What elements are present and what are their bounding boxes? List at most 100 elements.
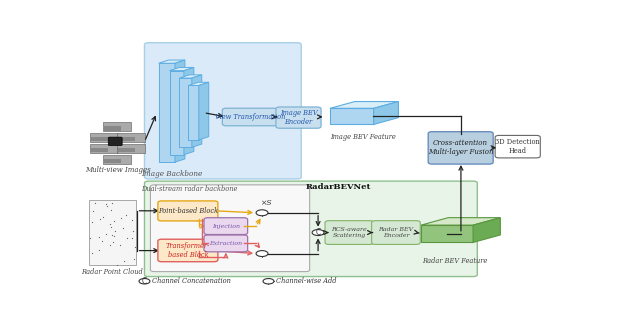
Text: Cross-attention
Multi-layer Fusion: Cross-attention Multi-layer Fusion [428, 139, 493, 157]
Polygon shape [175, 60, 185, 162]
Text: View Transformation: View Transformation [214, 113, 285, 121]
FancyBboxPatch shape [108, 137, 122, 145]
Polygon shape [374, 101, 399, 125]
Polygon shape [179, 75, 202, 78]
Text: RadarBEVNet: RadarBEVNet [305, 183, 371, 191]
Point [97, 214, 108, 220]
Point [119, 259, 129, 264]
Point [116, 216, 126, 221]
Point [85, 235, 95, 240]
FancyBboxPatch shape [325, 221, 374, 244]
Polygon shape [184, 67, 194, 155]
Text: Dual-stream radar backbone: Dual-stream radar backbone [141, 185, 237, 193]
Circle shape [256, 251, 268, 256]
Circle shape [263, 279, 274, 284]
Point [87, 250, 97, 256]
Point [107, 200, 117, 205]
FancyBboxPatch shape [276, 107, 321, 128]
Polygon shape [159, 60, 185, 63]
Circle shape [312, 230, 324, 236]
FancyBboxPatch shape [222, 108, 277, 126]
Point [115, 242, 125, 247]
Polygon shape [170, 67, 194, 71]
Polygon shape [188, 85, 199, 140]
FancyBboxPatch shape [145, 181, 477, 277]
Point [102, 204, 112, 209]
Point [128, 229, 138, 234]
Point [112, 262, 122, 267]
Text: Channel-wise Add: Channel-wise Add [276, 277, 337, 285]
Text: Radar BEV
Encoder: Radar BEV Encoder [378, 227, 413, 238]
Polygon shape [199, 82, 209, 140]
Text: ×S: ×S [260, 199, 272, 207]
FancyBboxPatch shape [158, 239, 218, 262]
Text: RCS-aware
Scattering: RCS-aware Scattering [332, 227, 367, 238]
Polygon shape [421, 225, 473, 242]
Text: Image BEV
Encoder: Image BEV Encoder [280, 109, 317, 126]
Polygon shape [179, 78, 192, 147]
Text: C: C [142, 277, 147, 286]
Point [105, 221, 115, 227]
Point [118, 225, 128, 230]
Bar [91, 137, 108, 141]
Point [101, 201, 111, 206]
FancyBboxPatch shape [158, 201, 218, 221]
Bar [118, 148, 135, 152]
Text: Image BEV Feature: Image BEV Feature [330, 134, 396, 141]
FancyBboxPatch shape [495, 135, 540, 158]
Text: Point-based Block: Point-based Block [158, 207, 218, 215]
Bar [117, 144, 145, 153]
Circle shape [139, 279, 150, 284]
Point [90, 201, 100, 206]
Bar [104, 159, 121, 163]
Point [108, 239, 118, 245]
Point [97, 238, 107, 243]
FancyBboxPatch shape [150, 185, 310, 272]
Text: 3D Detection
Head: 3D Detection Head [495, 138, 540, 155]
Point [94, 235, 104, 240]
Bar [103, 122, 131, 131]
Point [109, 233, 120, 238]
Point [106, 208, 116, 213]
Point [120, 213, 131, 218]
Point [101, 232, 111, 237]
Point [106, 224, 116, 229]
Text: Image Backbone: Image Backbone [141, 170, 202, 178]
Circle shape [256, 210, 268, 216]
Polygon shape [192, 75, 202, 147]
Point [87, 220, 97, 225]
Polygon shape [330, 108, 374, 125]
Point [122, 236, 132, 241]
FancyBboxPatch shape [204, 235, 248, 252]
Point [88, 208, 98, 213]
FancyBboxPatch shape [145, 43, 301, 179]
Polygon shape [159, 63, 175, 162]
Bar [89, 200, 136, 265]
Bar [103, 155, 131, 164]
Text: Radar Point Cloud: Radar Point Cloud [81, 268, 143, 276]
FancyBboxPatch shape [372, 221, 420, 244]
Polygon shape [473, 218, 500, 242]
Bar [118, 137, 135, 141]
Point [127, 235, 137, 240]
Point [104, 242, 115, 247]
Bar [91, 148, 108, 152]
Polygon shape [170, 71, 184, 155]
Point [93, 247, 104, 252]
Point [109, 229, 120, 234]
Point [108, 233, 118, 238]
Point [95, 217, 105, 222]
Point [127, 217, 137, 222]
FancyBboxPatch shape [428, 132, 493, 164]
Polygon shape [421, 218, 500, 225]
FancyBboxPatch shape [204, 218, 248, 235]
Bar [90, 133, 118, 142]
Text: Radar BEV Feature: Radar BEV Feature [422, 257, 487, 265]
Point [130, 244, 140, 249]
Text: C: C [316, 228, 321, 237]
Point [129, 256, 139, 261]
Text: Channel Concatenation: Channel Concatenation [152, 277, 231, 285]
Point [108, 218, 118, 223]
Text: Extraction: Extraction [209, 241, 243, 246]
Text: Transformer-
based Block: Transformer- based Block [166, 242, 210, 259]
